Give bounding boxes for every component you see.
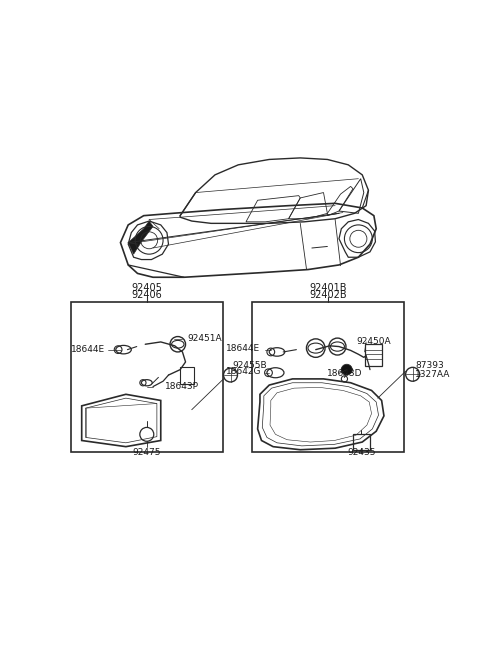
Text: 92402B: 92402B [309, 290, 347, 301]
Bar [353, 434, 370, 450]
Text: 92475: 92475 [132, 448, 161, 457]
Text: 92450A: 92450A [356, 337, 391, 346]
Text: 18644E: 18644E [226, 344, 260, 352]
Text: 18643D: 18643D [327, 369, 363, 378]
Bar [180, 367, 194, 384]
Polygon shape [128, 221, 153, 254]
Bar [252, 302, 404, 452]
Text: 92435: 92435 [347, 448, 376, 457]
Text: 92455B: 92455B [232, 360, 267, 369]
Text: 92401B: 92401B [310, 283, 347, 293]
Text: 92405: 92405 [132, 283, 162, 293]
Text: 92451A: 92451A [188, 333, 223, 343]
Text: 18643P: 18643P [165, 382, 199, 391]
Text: 18644E: 18644E [71, 345, 105, 354]
Text: 87393: 87393 [415, 362, 444, 370]
Bar [365, 345, 382, 365]
Text: 18642G: 18642G [226, 367, 262, 376]
Text: 92406: 92406 [132, 290, 162, 301]
Bar [71, 302, 223, 452]
Circle shape [341, 364, 352, 375]
Text: 1327AA: 1327AA [415, 370, 450, 379]
